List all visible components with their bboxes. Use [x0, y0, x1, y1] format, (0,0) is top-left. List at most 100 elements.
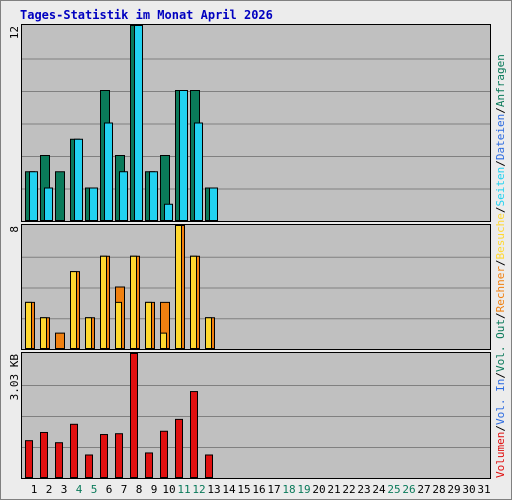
legend-separator: / — [494, 372, 507, 379]
legend-entry-anfragen: Anfragen — [494, 54, 507, 107]
x-tick-label-day-20: 20 — [312, 483, 325, 496]
bar-seiten-day-10 — [164, 203, 173, 221]
bar-seiten-day-12 — [194, 122, 203, 221]
legend: Volumen/Vol. In/Vol. Out/Rechner/Besuche… — [494, 54, 507, 478]
legend-entry-besuche: Besuche — [494, 213, 507, 259]
x-tick-label-day-1: 1 — [31, 483, 38, 496]
x-tick-label-day-26: 26 — [402, 483, 415, 496]
bar-volumen-day-5 — [85, 454, 93, 479]
legend-text: Volumen/Vol. In/Vol. Out/Rechner/Besuche… — [494, 54, 507, 478]
bar-volumen-day-1 — [25, 440, 33, 478]
x-tick-label-day-25: 25 — [387, 483, 400, 496]
bar-besuche-day-4 — [70, 271, 77, 349]
panel-volume-ymax-label: 3.03 KB — [8, 354, 21, 401]
bar-volumen-day-7 — [115, 433, 123, 478]
legend-entry-volumen: Volumen — [494, 432, 507, 478]
bar-besuche-day-1 — [25, 301, 32, 349]
bar-volumen-day-3 — [55, 442, 63, 478]
x-tick-label-day-16: 16 — [252, 483, 265, 496]
x-tick-label-day-11: 11 — [177, 483, 190, 496]
legend-separator: / — [494, 425, 507, 432]
bar-seiten-day-8 — [134, 25, 143, 221]
bar-besuche-day-5 — [85, 317, 92, 349]
x-tick-label-day-2: 2 — [46, 483, 53, 496]
panel-visits: 8 — [8, 224, 491, 350]
panel-requests: 12 — [8, 24, 491, 222]
bar-besuche-day-11 — [175, 225, 182, 349]
bar-seiten-day-1 — [29, 171, 38, 221]
bar-volumen-day-2 — [40, 431, 48, 478]
bar-rechner-day-3 — [55, 332, 65, 349]
bar-volumen-day-11 — [175, 418, 183, 478]
x-tick-label-day-3: 3 — [61, 483, 68, 496]
x-tick-label-day-10: 10 — [162, 483, 175, 496]
panel-visits-background — [21, 224, 491, 350]
legend-entry-vol-in: Vol. In — [494, 379, 507, 425]
x-tick-label-day-29: 29 — [447, 483, 460, 496]
bar-besuche-day-10 — [160, 332, 167, 349]
bar-seiten-day-11 — [179, 90, 188, 221]
bar-besuche-day-12 — [190, 255, 197, 349]
bar-volumen-day-6 — [100, 434, 108, 478]
x-tick-label-day-23: 23 — [357, 483, 370, 496]
bar-anfragen-day-3 — [55, 171, 65, 221]
bar-volumen-day-4 — [70, 423, 78, 478]
x-tick-label-day-21: 21 — [327, 483, 340, 496]
bar-seiten-day-9 — [149, 171, 158, 221]
bar-volumen-day-9 — [145, 452, 153, 479]
legend-separator: / — [494, 206, 507, 213]
x-tick-label-day-4: 4 — [76, 483, 83, 496]
bar-volumen-day-13 — [205, 454, 213, 479]
x-tick-label-day-19: 19 — [297, 483, 310, 496]
x-tick-label-day-22: 22 — [342, 483, 355, 496]
bar-volumen-day-12 — [190, 391, 198, 479]
x-tick-label-day-12: 12 — [192, 483, 205, 496]
x-axis-day-labels: 1 2 3 4 5 6 7 8 9 10 11 12 13 14 15 16 17 18 19 20 21 22 23 24 2… — [31, 483, 491, 496]
x-tick-label-day-24: 24 — [372, 483, 386, 496]
bar-volumen-day-8 — [130, 353, 138, 478]
panel-volume: 3.03 KB — [8, 352, 491, 479]
legend-entry-dateien: Dateien — [494, 114, 507, 160]
x-tick-label-day-7: 7 — [121, 483, 128, 496]
bar-seiten-day-4 — [74, 138, 83, 221]
legend-entry-seiten: Seiten — [494, 167, 507, 207]
x-tick-label-day-9: 9 — [151, 483, 158, 496]
x-tick-label-day-5: 5 — [91, 483, 98, 496]
bar-besuche-day-13 — [205, 317, 212, 349]
panel-visits-ymax-label: 8 — [8, 226, 21, 233]
chart-title: Tages-Statistik im Monat April 2026 — [20, 8, 273, 22]
bar-seiten-day-2 — [44, 187, 53, 221]
x-tick-label-day-13: 13 — [207, 483, 220, 496]
bar-besuche-day-2 — [40, 317, 47, 349]
bar-seiten-day-6 — [104, 122, 113, 221]
bar-volumen-day-10 — [160, 430, 168, 478]
chart-panels: 12 8 3.03 KB — [8, 24, 491, 479]
legend-entry-vol-out: Vol. Out — [494, 319, 507, 372]
x-tick-label-day-14: 14 — [222, 483, 236, 496]
bar-besuche-day-9 — [145, 301, 152, 349]
x-tick-label-day-18: 18 — [282, 483, 295, 496]
x-tick-label-day-27: 27 — [417, 483, 430, 496]
x-tick-label-day-31: 31 — [477, 483, 490, 496]
x-tick-label-day-6: 6 — [106, 483, 113, 496]
legend-separator: / — [494, 259, 507, 266]
x-tick-label-day-8: 8 — [136, 483, 143, 496]
legend-separator: / — [494, 312, 507, 319]
bar-besuche-day-8 — [130, 255, 137, 349]
panel-requests-ymax-label: 12 — [8, 26, 21, 39]
bar-seiten-day-7 — [119, 171, 128, 221]
bar-besuche-day-6 — [100, 255, 107, 349]
bar-besuche-day-7 — [115, 301, 122, 349]
bar-seiten-day-5 — [89, 187, 98, 221]
x-tick-label-day-17: 17 — [267, 483, 280, 496]
x-tick-label-day-28: 28 — [432, 483, 445, 496]
x-tick-label-day-30: 30 — [462, 483, 475, 496]
legend-separator: / — [494, 160, 507, 167]
x-tick-label-day-15: 15 — [237, 483, 250, 496]
legend-separator: / — [494, 107, 507, 114]
panel-volume-background — [21, 352, 491, 479]
bar-seiten-day-13 — [209, 187, 218, 221]
legend-entry-rechner: Rechner — [494, 266, 507, 313]
